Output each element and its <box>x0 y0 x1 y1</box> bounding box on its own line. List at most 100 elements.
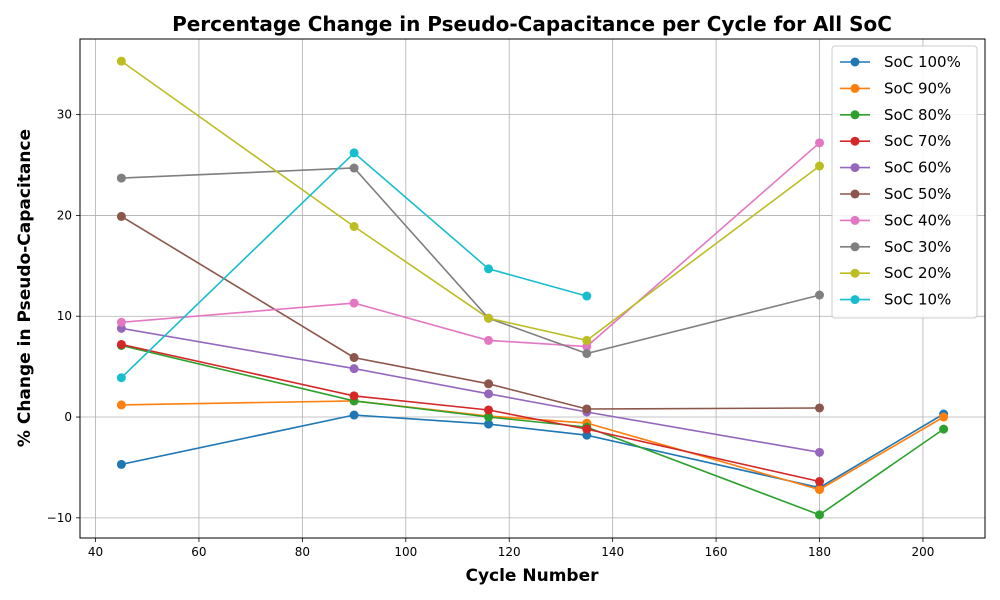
legend-marker <box>850 189 860 199</box>
data-point <box>582 349 592 359</box>
data-point <box>484 264 494 274</box>
data-point <box>815 477 825 487</box>
x-tick-label: 40 <box>88 545 103 559</box>
legend-item: SoC 50% <box>840 185 951 203</box>
legend-marker <box>850 57 860 67</box>
data-point <box>349 353 359 363</box>
legend-marker <box>850 163 860 173</box>
data-point <box>815 290 825 300</box>
series-line <box>120 151 588 379</box>
data-point <box>939 424 949 434</box>
legend-label: SoC 50% <box>884 185 951 203</box>
legend-label: SoC 70% <box>884 132 951 150</box>
legend: SoC 100% SoC 90% SoC 80% SoC 70% SoC 60% SoC … <box>831 45 978 319</box>
data-point <box>116 317 126 327</box>
data-point <box>349 410 359 420</box>
x-tick-label: 160 <box>705 545 728 559</box>
legend-label: SoC 40% <box>884 211 951 229</box>
legend-item: SoC 20% <box>840 264 951 282</box>
x-axis-ticks: 40 60 80 100 120 140 160 180 200 <box>88 538 934 559</box>
data-point <box>582 335 592 345</box>
data-point <box>582 424 592 434</box>
data-point <box>349 163 359 173</box>
legend-label: SoC 10% <box>884 291 951 309</box>
data-point <box>484 419 494 429</box>
legend-item: SoC 40% <box>840 211 951 229</box>
y-tick-label: 30 <box>57 108 72 122</box>
data-point <box>116 459 126 469</box>
legend-item: SoC 60% <box>840 159 951 177</box>
legend-marker <box>850 136 860 146</box>
legend-label: SoC 100% <box>884 53 961 71</box>
x-tick-label: 80 <box>295 545 310 559</box>
series-7 <box>116 138 825 351</box>
x-tick-label: 100 <box>394 545 417 559</box>
legend-marker <box>850 295 860 305</box>
y-tick-label: 0 <box>64 410 72 424</box>
data-point <box>116 56 126 66</box>
series-6 <box>116 211 825 414</box>
legend-item: SoC 30% <box>840 238 951 256</box>
data-point <box>815 485 825 495</box>
legend-label: SoC 20% <box>884 264 951 282</box>
data-point <box>116 173 126 183</box>
series-line <box>121 344 945 516</box>
x-tick-label: 200 <box>911 545 934 559</box>
data-point <box>116 211 126 221</box>
data-point <box>116 339 126 349</box>
data-point <box>484 389 494 399</box>
legend-label: SoC 60% <box>884 159 951 177</box>
legend-marker <box>850 268 860 278</box>
series-4 <box>116 339 825 487</box>
y-tick-label: −10 <box>47 511 72 525</box>
data-point <box>349 148 359 158</box>
legend-marker <box>850 215 860 225</box>
series-line <box>121 413 945 489</box>
data-point <box>815 161 825 171</box>
data-point <box>116 373 126 383</box>
legend-label: SoC 80% <box>884 106 951 124</box>
legend-item: SoC 10% <box>840 291 951 309</box>
chart-title: Percentage Change in Pseudo-Capacitance … <box>172 12 892 36</box>
plot-frame <box>79 38 986 539</box>
series-10 <box>116 148 592 383</box>
x-tick-label: 120 <box>498 545 521 559</box>
data-point <box>939 412 949 422</box>
data-point <box>484 405 494 415</box>
data-point <box>815 510 825 520</box>
data-point <box>484 335 494 345</box>
x-tick-label: 140 <box>601 545 624 559</box>
legend-item: SoC 80% <box>840 106 951 124</box>
data-point <box>349 222 359 232</box>
legend-item: SoC 70% <box>840 132 951 150</box>
data-point <box>484 379 494 389</box>
series-9 <box>116 56 825 345</box>
legend-marker <box>850 242 860 252</box>
data-point <box>484 412 494 422</box>
y-tick-label: 20 <box>57 208 72 222</box>
data-point <box>815 403 825 413</box>
x-tick-label: 180 <box>808 545 831 559</box>
data-point <box>349 364 359 374</box>
data-point <box>582 404 592 414</box>
series-lines <box>116 56 949 520</box>
data-point <box>815 138 825 148</box>
data-point <box>815 447 825 457</box>
data-point <box>484 313 494 323</box>
x-axis-label: Cycle Number <box>465 566 599 586</box>
y-tick-label: 10 <box>57 309 72 323</box>
data-point <box>349 298 359 308</box>
data-point <box>349 391 359 401</box>
data-point <box>582 291 592 301</box>
legend-item: SoC 90% <box>840 79 951 97</box>
y-axis-ticks: −10 0 10 20 30 <box>47 108 80 525</box>
legend-item: SoC 100% <box>840 53 961 71</box>
y-axis-label: % Change in Pseudo-Capacitance <box>15 129 35 447</box>
legend-label: SoC 90% <box>884 79 951 97</box>
x-tick-label: 60 <box>191 545 206 559</box>
legend-marker <box>850 83 860 93</box>
data-point <box>116 400 126 410</box>
legend-marker <box>850 110 860 120</box>
legend-label: SoC 30% <box>884 238 951 256</box>
